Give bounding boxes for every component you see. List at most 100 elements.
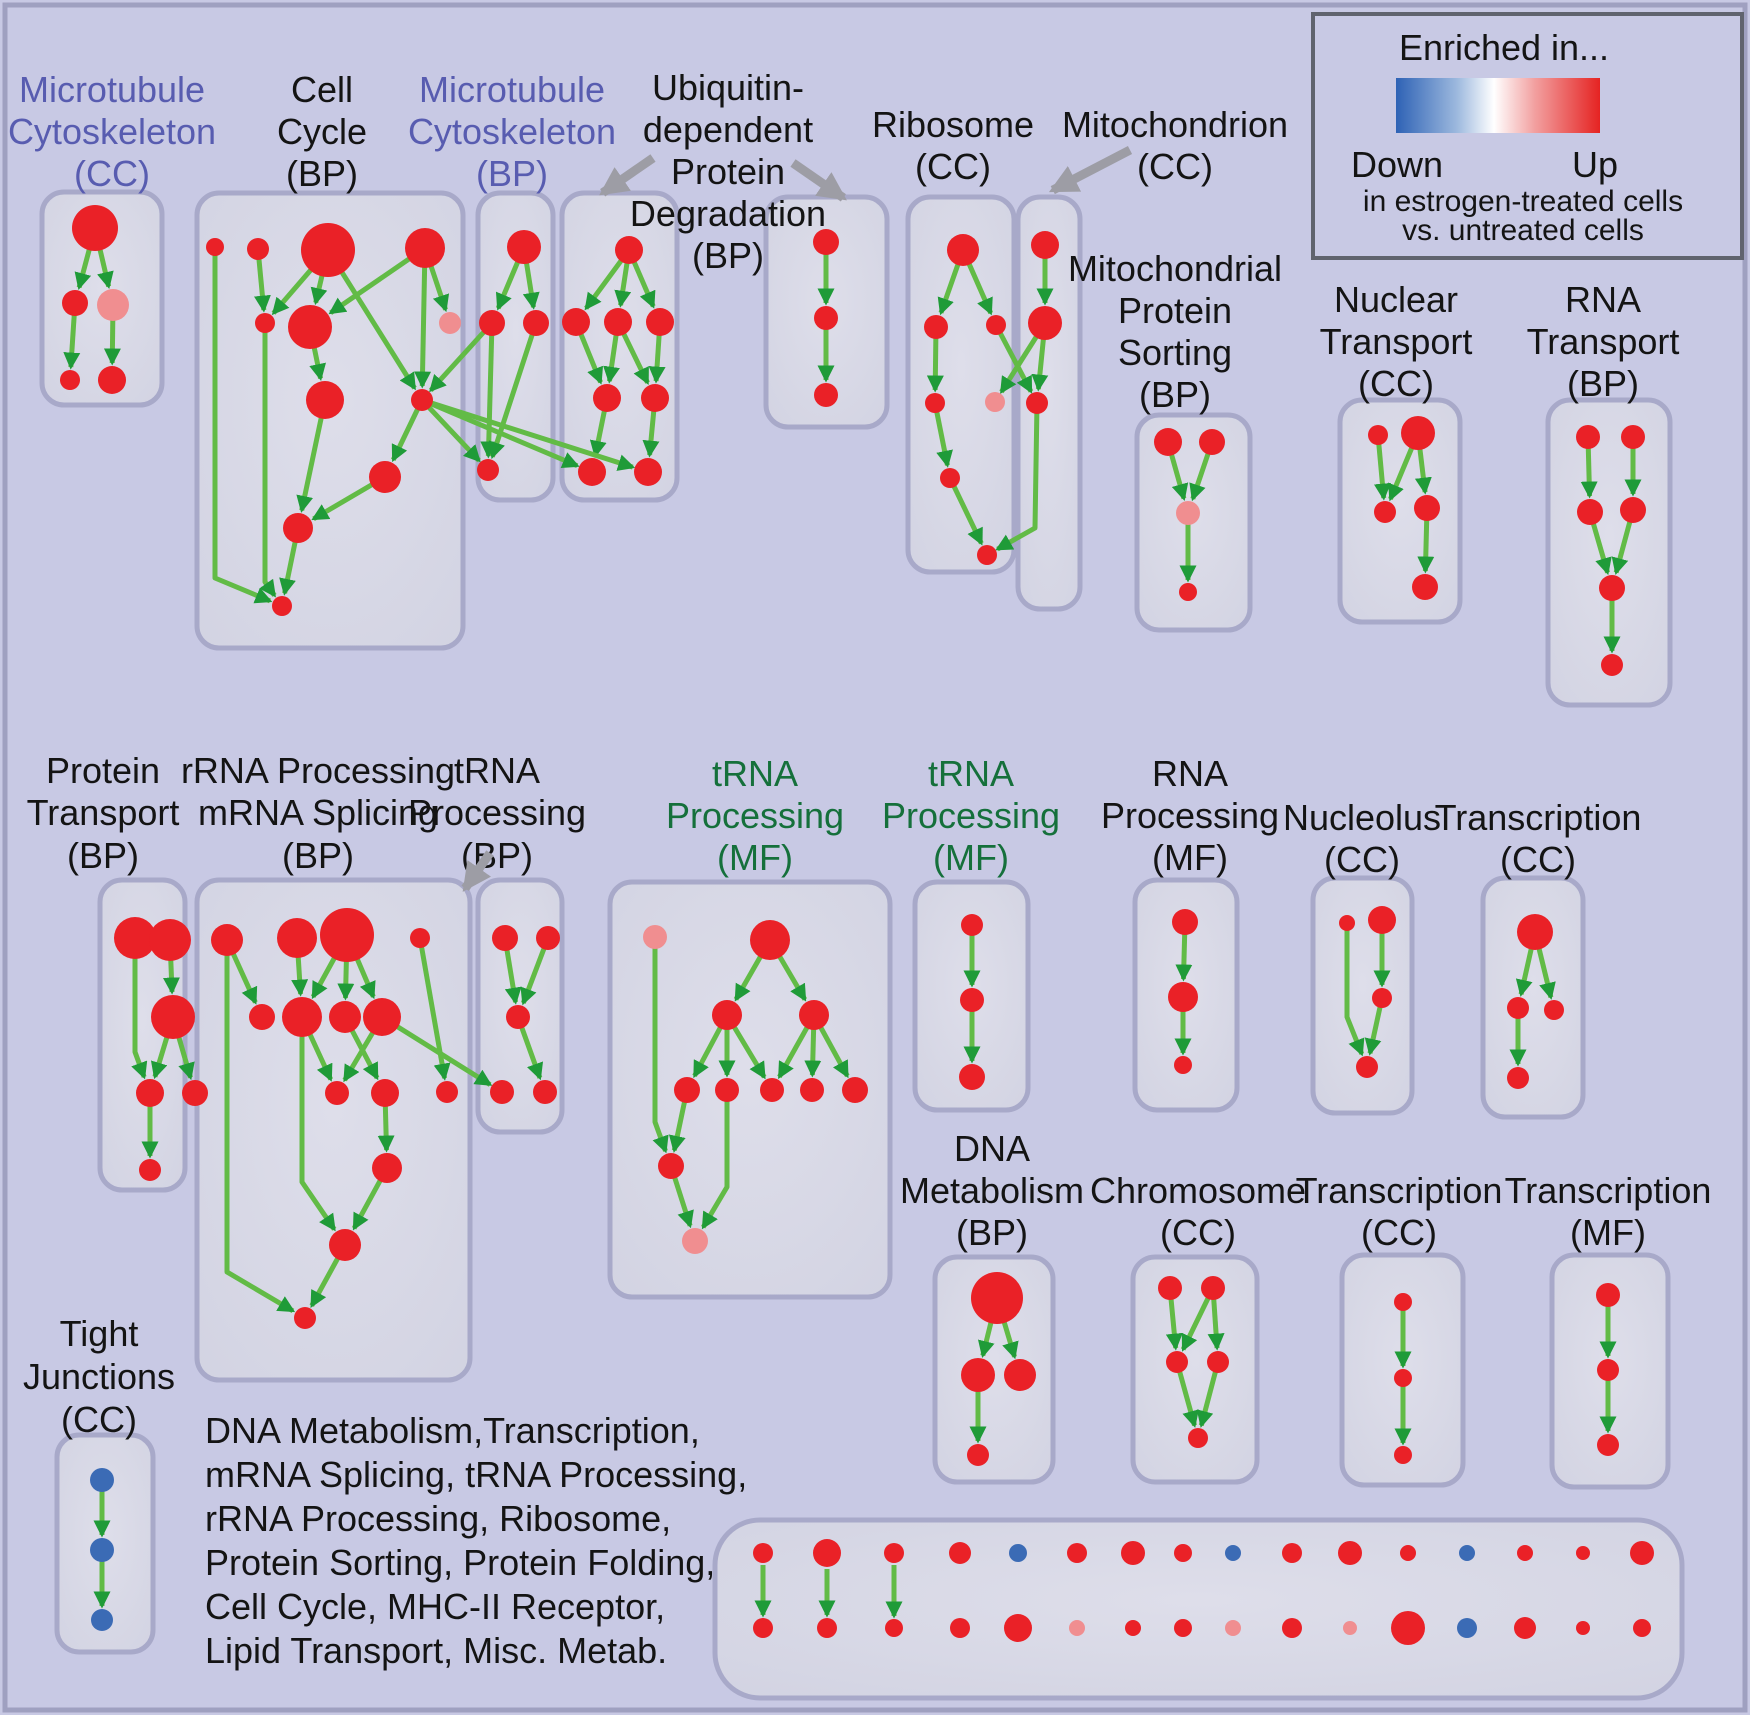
gene-node-trna-processing-mf-1-4: [674, 1077, 700, 1103]
gene-node-rna-transport-bp-4: [1599, 575, 1625, 601]
strip-node-bottom-1: [817, 1618, 837, 1638]
gene-node-ubiquitin-degradation-bp-3: [646, 308, 674, 336]
legend-up-label: Up: [1572, 144, 1618, 185]
gene-node-tight-junctions-cc-0: [90, 1468, 114, 1492]
strip-node-bottom-13: [1514, 1617, 1536, 1639]
gene-node-cell-cycle-bp-7: [306, 381, 344, 419]
cluster-label-mitochondrion-cc: (CC): [1137, 146, 1213, 187]
cluster-label-nuclear-transport-cc: Transport: [1320, 321, 1473, 362]
strip-node-bottom-15: [1633, 1619, 1651, 1637]
gene-node-rrna-processing-mrna-splicing-bp-7: [363, 998, 401, 1036]
gene-node-mitochondrion-cc-0: [1031, 231, 1059, 259]
note-block-line: DNA Metabolism,Transcription,: [205, 1410, 700, 1451]
gene-node-rna-transport-bp-5: [1601, 654, 1623, 676]
layer-nodes: [60, 205, 1654, 1645]
strip-node-top-10: [1338, 1541, 1362, 1565]
gene-node-rna-transport-bp-0: [1576, 425, 1600, 449]
gene-node-rrna-processing-mrna-splicing-bp-10: [436, 1081, 458, 1103]
strip-node-bottom-4: [1004, 1614, 1032, 1642]
gene-node-trna-processing-bp-0: [492, 925, 518, 951]
gene-node-protein-transport-bp-3: [136, 1079, 164, 1107]
cluster-label-rrna-processing-mrna-splicing-bp: mRNA Splicing: [198, 792, 438, 833]
gene-node-nucleolus-cc-1: [1368, 906, 1396, 934]
legend-caption-line1: in estrogen-treated cells: [1363, 185, 1683, 218]
cluster-label-chromosome-cc: Chromosome: [1090, 1170, 1306, 1211]
gene-node-dna-metabolism-bp-2: [1004, 1359, 1036, 1391]
gene-node-transcription-mf-0: [1596, 1283, 1620, 1307]
note-block-line: Protein Sorting, Protein Folding,: [205, 1542, 715, 1583]
gene-node-transcription-cc-mid-0: [1517, 914, 1553, 950]
gene-node-microtubule-cytoskeleton-cc-0: [72, 205, 118, 251]
gene-node-trna-processing-mf-2-2: [959, 1064, 985, 1090]
gene-node-protein-transport-bp-1: [149, 919, 191, 961]
cluster-label-protein-transport-bp: (BP): [67, 835, 139, 876]
gene-node-cell-cycle-bp-0: [206, 238, 224, 256]
gene-node-transcription-cc-bottom-0: [1394, 1293, 1412, 1311]
note-block-line: Lipid Transport, Misc. Metab.: [205, 1630, 667, 1671]
edge-microtubule-cytoskeleton-bp: [480, 322, 498, 459]
gene-node-trna-processing-bp-1: [536, 926, 560, 950]
cluster-label-cell-cycle-bp: Cell: [291, 69, 353, 110]
gene-node-rna-transport-bp-3: [1620, 497, 1646, 523]
cluster-label-protein-transport-bp: Protein: [46, 750, 160, 791]
gene-node-nuclear-transport-cc-1: [1401, 416, 1435, 450]
gene-node-trna-processing-mf-1-1: [750, 920, 790, 960]
cluster-label-ribosome-cc: Ribosome: [872, 104, 1034, 145]
strip-node-bottom-14: [1576, 1621, 1590, 1635]
cluster-label-ribosome-cc: (CC): [915, 146, 991, 187]
gene-node-trna-processing-bp-4: [533, 1080, 557, 1104]
layer-labels: MicrotubuleCytoskeleton(CC)CellCycle(BP)…: [8, 67, 1711, 1671]
cluster-label-chromosome-cc: (CC): [1160, 1212, 1236, 1253]
gene-node-nuclear-transport-cc-4: [1412, 574, 1438, 600]
gene-node-transcription-cc-mid-3: [1507, 1067, 1529, 1089]
cluster-label-cell-cycle-bp: Cycle: [277, 111, 367, 152]
strip-node-bottom-6: [1125, 1620, 1141, 1636]
gene-node-microtubule-cytoskeleton-bp-0: [507, 230, 541, 264]
cluster-label-rna-transport-bp: Transport: [1527, 321, 1680, 362]
cluster-label-tight-junctions-cc: Tight: [60, 1313, 139, 1354]
gene-node-ribosome-cc-6: [977, 545, 997, 565]
cross-edge-4: [380, 1014, 493, 1087]
gene-node-ribosome-cc-4: [985, 392, 1005, 412]
cross-edge-7: [993, 323, 1034, 394]
edge-cell-cycle-bp: [390, 398, 425, 463]
gene-node-ubiquitin-degradation-bp-7: [634, 458, 662, 486]
cluster-label-trna-processing-bp: (BP): [461, 835, 533, 876]
gene-node-nuclear-transport-cc-2: [1374, 501, 1396, 523]
cluster-label-dna-metabolism-bp: Metabolism: [900, 1170, 1084, 1211]
strip-node-top-2: [884, 1543, 904, 1563]
cluster-label-transcription-cc-bottom: Transcription: [1296, 1170, 1503, 1211]
cluster-label-mitochondrial-protein-sorting-bp: Sorting: [1118, 332, 1232, 373]
strip-node-bottom-11: [1391, 1611, 1425, 1645]
gene-node-mitochondrial-protein-sorting-bp-3: [1179, 583, 1197, 601]
gene-node-cell-cycle-bp-9: [369, 461, 401, 493]
annotation-arrow-0: [599, 154, 656, 197]
gene-node-transcription-cc-mid-2: [1544, 1000, 1564, 1020]
cross-edge-2: [421, 397, 580, 469]
cluster-label-trna-processing-bp: Processing: [408, 792, 586, 833]
gene-node-cell-cycle-bp-10: [283, 513, 313, 543]
gene-node-chromosome-cc-0: [1158, 1276, 1182, 1300]
gene-node-rrna-processing-mrna-splicing-bp-13: [294, 1307, 316, 1329]
cluster-label-mitochondrion-cc: Mitochondrion: [1062, 104, 1288, 145]
gene-node-ubiquitin-degradation-bp-2-1: [814, 306, 838, 330]
gene-node-nucleolus-cc-0: [1339, 915, 1355, 931]
gene-node-mitochondrial-protein-sorting-bp-1: [1199, 429, 1225, 455]
edge-cell-cycle-bp: [414, 247, 432, 389]
edge-nuclear-transport-cc: [1373, 434, 1391, 501]
strip-node-top-0: [753, 1543, 773, 1563]
gene-node-rrna-processing-mrna-splicing-bp-11: [372, 1153, 402, 1183]
gene-node-cell-cycle-bp-11: [272, 596, 292, 616]
annotation-arrow-2: [1048, 146, 1133, 195]
cluster-label-transcription-mf: Transcription: [1505, 1170, 1712, 1211]
cluster-label-nucleolus-cc: (CC): [1324, 839, 1400, 880]
cluster-label-rrna-processing-mrna-splicing-bp: rRNA Processing: [181, 750, 455, 791]
gene-node-cell-cycle-bp-3: [405, 228, 445, 268]
gene-node-trna-processing-mf-1-2: [712, 1000, 742, 1030]
gene-node-nuclear-transport-cc-0: [1368, 425, 1388, 445]
strip-node-top-13: [1517, 1545, 1533, 1561]
cluster-label-nucleolus-cc: Nucleolus: [1283, 797, 1441, 838]
strip-node-top-4: [1009, 1544, 1027, 1562]
gene-node-protein-transport-bp-2: [151, 995, 195, 1039]
